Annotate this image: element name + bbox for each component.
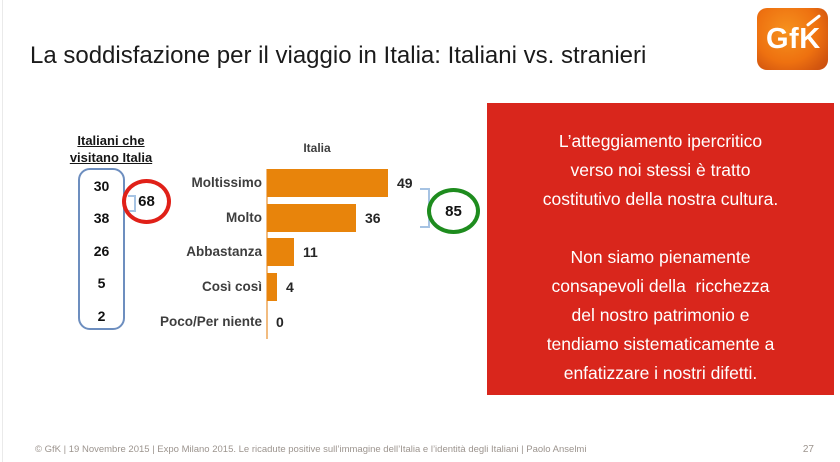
chart-value-label: 49 xyxy=(397,175,413,191)
chart-title: Italia xyxy=(303,141,331,155)
sum-85-circle: 85 xyxy=(427,188,480,234)
chart-category-label: Così così xyxy=(201,279,262,294)
italians-value: 26 xyxy=(93,243,110,259)
sum-68-value: 68 xyxy=(138,193,155,210)
page-number: 27 xyxy=(802,444,814,455)
sum-68-circle: 68 xyxy=(122,179,171,224)
callout-text: L’atteggiamento ipercritico verso noi st… xyxy=(542,131,779,383)
chart-bar xyxy=(267,204,356,232)
chart-value-label: 0 xyxy=(276,314,284,330)
gfk-logo-text: GfK xyxy=(766,23,821,55)
chart-bar xyxy=(267,169,388,197)
italians-value: 5 xyxy=(97,275,106,291)
chart-bar xyxy=(267,273,277,301)
italians-column-heading-line1: Italiani che xyxy=(77,133,145,148)
chart-category-label: Moltissimo xyxy=(191,175,262,190)
italians-value: 2 xyxy=(97,308,106,324)
italians-column-heading: Italiani che visitano Italia xyxy=(55,132,167,166)
italians-values-box xyxy=(78,168,125,330)
chart-category-label: Poco/Per niente xyxy=(159,314,262,329)
slide-edge-line xyxy=(2,0,3,462)
italians-value: 30 xyxy=(93,178,110,194)
chart-value-label: 11 xyxy=(303,244,318,260)
page-title: La soddisfazione per il viaggio in Itali… xyxy=(30,42,647,70)
chart-category-label: Abbastanza xyxy=(186,244,262,259)
sum-85-value: 85 xyxy=(445,202,462,220)
italians-value: 38 xyxy=(93,210,110,226)
gfk-logo: GfK xyxy=(757,8,828,70)
chart-value-label: 4 xyxy=(286,279,294,295)
chart-value-label: 36 xyxy=(365,210,381,226)
chart-category-label: Molto xyxy=(226,210,262,225)
chart-bar xyxy=(267,238,294,266)
callout-box: L’atteggiamento ipercritico verso noi st… xyxy=(487,103,834,395)
italians-column-heading-line2: visitano Italia xyxy=(69,150,153,165)
footer-text: © GfK | 19 Novembre 2015 | Expo Milano 2… xyxy=(35,444,587,455)
